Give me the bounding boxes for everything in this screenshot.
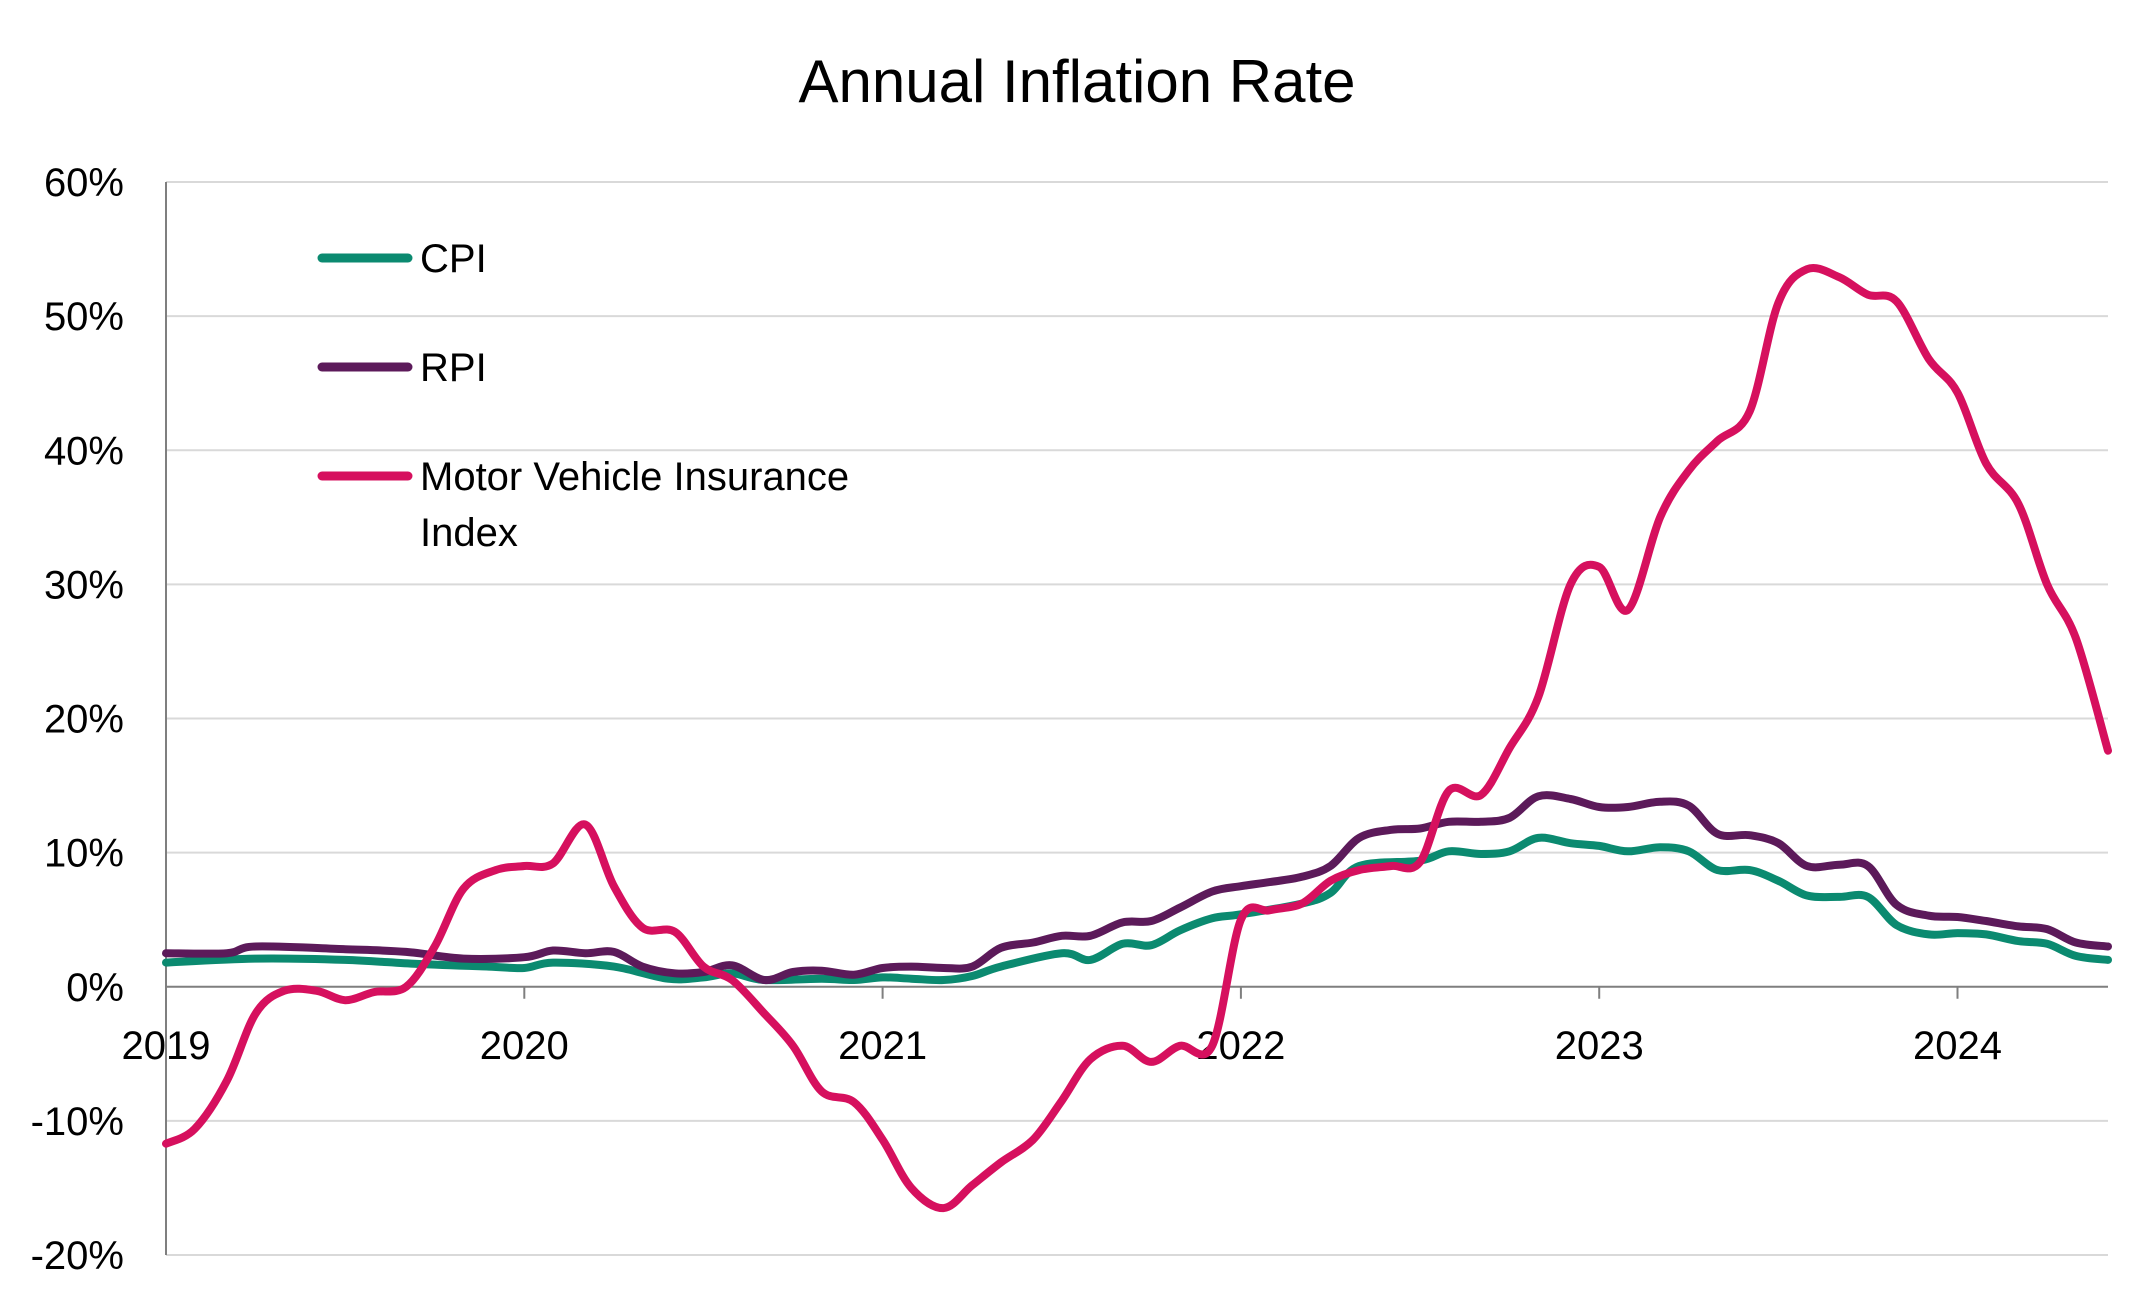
x-tick-label: 2019 bbox=[122, 1024, 211, 1068]
y-tick-label: 40% bbox=[44, 429, 124, 473]
y-axis-tick-labels: 60% 50% 40% 30% 20% 10% 0% -10% -20% bbox=[31, 161, 124, 1278]
y-tick-label: 0% bbox=[66, 966, 124, 1010]
y-tick-label: -20% bbox=[31, 1234, 124, 1278]
series-line-rpi bbox=[162, 791, 2112, 985]
y-tick-label: 30% bbox=[44, 563, 124, 607]
y-tick-label: 10% bbox=[44, 832, 124, 876]
x-tick-label: 2023 bbox=[1555, 1024, 1644, 1068]
legend: CPI RPI Motor Vehicle Insurance Index bbox=[317, 237, 849, 555]
y-tick-label: 50% bbox=[44, 295, 124, 339]
legend-label-cpi: CPI bbox=[420, 237, 487, 281]
series-lines bbox=[162, 264, 2112, 1213]
x-tick-label: 2024 bbox=[1913, 1024, 2002, 1068]
x-tick-label: 2020 bbox=[480, 1024, 569, 1068]
y-tick-label: 60% bbox=[44, 161, 124, 205]
y-tick-label: -10% bbox=[31, 1100, 124, 1144]
legend-label-motor-vehicle-insurance-index: Motor Vehicle Insurance Index bbox=[420, 455, 849, 555]
gridlines bbox=[166, 181, 2108, 1256]
axes bbox=[165, 182, 2108, 1255]
y-tick-label: 20% bbox=[44, 698, 124, 742]
x-axis-tick-labels: 2019 2020 2021 2022 2023 2024 bbox=[122, 1024, 2002, 1068]
series-line-motor-vehicle-insurance-index bbox=[162, 264, 2112, 1213]
legend-label-rpi: RPI bbox=[420, 346, 487, 390]
x-tick-label: 2021 bbox=[838, 1024, 927, 1068]
chart-title: Annual Inflation Rate bbox=[798, 48, 1355, 115]
